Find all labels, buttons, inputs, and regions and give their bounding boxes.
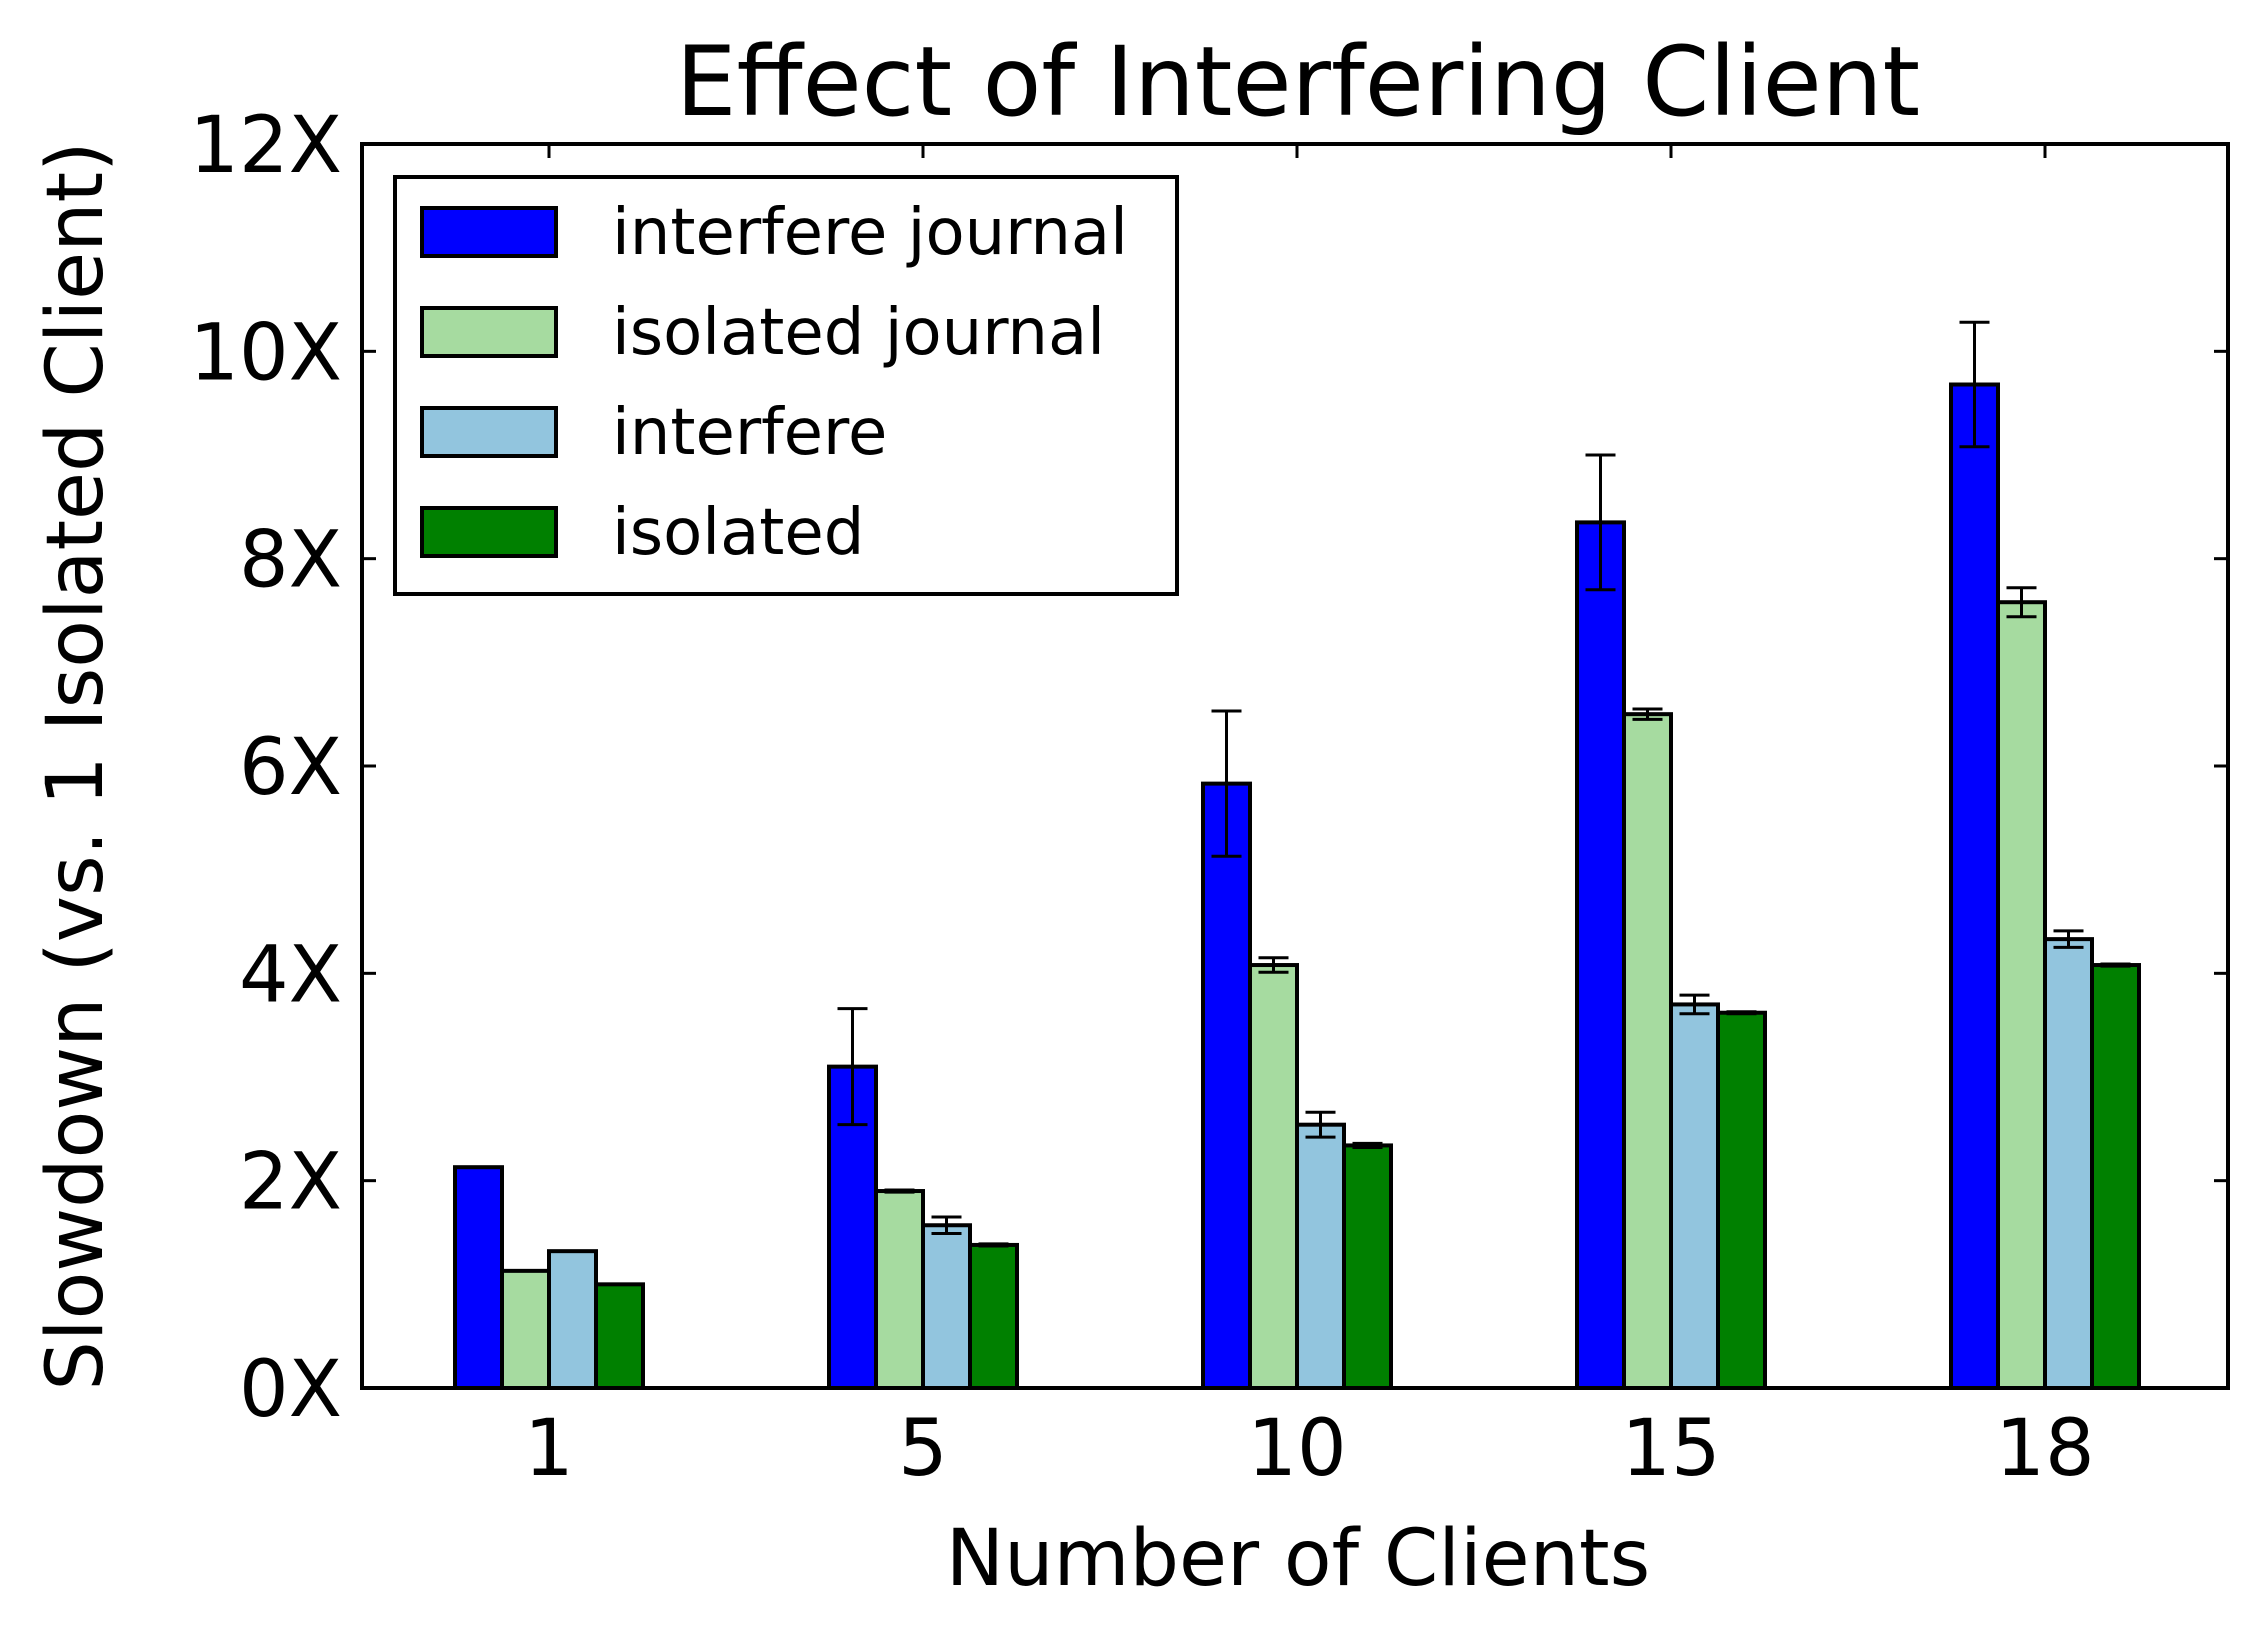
x-tick-label: 5 <box>898 1404 948 1494</box>
error-bar-interfere-journal-18 <box>1959 320 1990 449</box>
error-bar-interfere-15 <box>1679 993 1710 1016</box>
y-tick-label: 4X <box>239 930 342 1020</box>
error-bar-isolated-5 <box>978 1242 1009 1248</box>
error-bar-isolated-journal-5 <box>884 1188 915 1194</box>
x-tick-label: 15 <box>1621 1404 1720 1494</box>
legend-label: isolated journal <box>612 296 1105 370</box>
y-tick-label: 6X <box>239 723 342 813</box>
x-tick-label: 18 <box>1995 1404 2094 1494</box>
error-bar-isolated-journal-15 <box>1632 707 1663 721</box>
x-tick-label: 1 <box>524 1404 574 1494</box>
bar-interfere-1 <box>547 1249 598 1391</box>
y-axis-label: Slowdown (vs. 1 Isolated Client) <box>31 141 121 1390</box>
bar-interfere-journal-18 <box>1949 382 2000 1390</box>
bar-isolated-journal-18 <box>1996 600 2047 1390</box>
error-bar-interfere-journal-15 <box>1585 453 1616 592</box>
y-tick-label: 2X <box>239 1138 342 1228</box>
legend-item: interfere journal <box>420 196 1128 270</box>
legend-label: isolated <box>612 496 864 570</box>
bar-isolated-15 <box>1716 1010 1767 1391</box>
bar-interfere-15 <box>1669 1002 1720 1391</box>
bar-interfere-10 <box>1295 1122 1346 1390</box>
x-axis-label: Number of Clients <box>946 1514 1651 1604</box>
y-tick-label: 0X <box>239 1345 342 1435</box>
bar-interfere-journal-15 <box>1575 520 1626 1390</box>
error-bar-interfere-5 <box>931 1215 962 1236</box>
error-bar-interfere-10 <box>1305 1110 1336 1139</box>
bar-isolated-journal-15 <box>1622 712 1673 1390</box>
y-tick-label: 8X <box>239 516 342 606</box>
y-tick-label: 10X <box>189 308 342 398</box>
legend-swatch <box>420 206 558 258</box>
legend-swatch <box>420 406 558 458</box>
bar-isolated-18 <box>2090 963 2141 1390</box>
legend-swatch <box>420 306 558 358</box>
bar-interfere-18 <box>2043 937 2094 1391</box>
bar-interfere-5 <box>921 1223 972 1390</box>
bar-interfere-journal-1 <box>453 1165 504 1390</box>
legend-item: isolated journal <box>420 296 1105 370</box>
bar-isolated-10 <box>1342 1143 1393 1391</box>
legend-label: interfere journal <box>612 196 1128 270</box>
error-bar-isolated-journal-10 <box>1258 956 1289 974</box>
error-bar-interfere-journal-5 <box>837 1007 868 1127</box>
bar-isolated-journal-5 <box>874 1189 925 1390</box>
legend-swatch <box>420 506 558 558</box>
bar-isolated-5 <box>968 1242 1019 1390</box>
x-tick-label: 10 <box>1247 1404 1346 1494</box>
y-tick-label: 12X <box>189 101 342 191</box>
error-bar-interfere-18 <box>2053 929 2084 949</box>
plot-area <box>453 320 2141 1391</box>
legend-item: interfere <box>420 396 887 470</box>
error-bar-isolated-10 <box>1352 1141 1383 1149</box>
chart-title: Effect of Interfering Client <box>676 26 1920 138</box>
error-bar-isolated-15 <box>1726 1010 1757 1016</box>
error-bar-isolated-journal-18 <box>2006 586 2037 619</box>
bar-isolated-journal-1 <box>500 1268 551 1391</box>
error-bar-isolated-18 <box>2100 962 2131 968</box>
error-bar-interfere-journal-10 <box>1211 709 1242 858</box>
bar-interfere-journal-10 <box>1201 781 1252 1390</box>
bar-isolated-journal-10 <box>1248 963 1299 1390</box>
legend-item: isolated <box>420 496 864 570</box>
bar-isolated-1 <box>594 1282 645 1391</box>
legend: interfere journal isolated journal interfe… <box>393 175 1179 596</box>
legend-label: interfere <box>612 396 887 470</box>
